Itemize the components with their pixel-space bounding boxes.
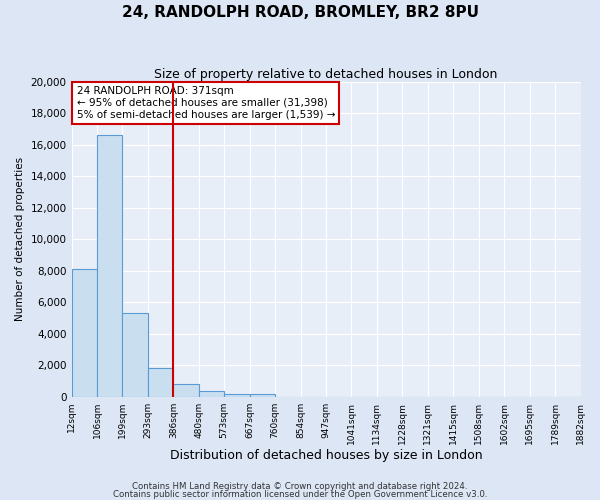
Title: Size of property relative to detached houses in London: Size of property relative to detached ho… (154, 68, 498, 80)
Text: 24 RANDOLPH ROAD: 371sqm
← 95% of detached houses are smaller (31,398)
5% of sem: 24 RANDOLPH ROAD: 371sqm ← 95% of detach… (77, 86, 335, 120)
Bar (71, 270, 97, 397)
Bar (122, 314, 148, 397)
X-axis label: Distribution of detached houses by size in London: Distribution of detached houses by size … (170, 450, 482, 462)
Text: Contains public sector information licensed under the Open Government Licence v3: Contains public sector information licen… (113, 490, 487, 499)
Bar (148, 368, 173, 397)
Text: Contains HM Land Registry data © Crown copyright and database right 2024.: Contains HM Land Registry data © Crown c… (132, 482, 468, 491)
Y-axis label: Number of detached properties: Number of detached properties (15, 158, 25, 322)
Bar (199, 392, 224, 397)
Bar (97, 136, 122, 397)
Bar (250, 394, 275, 397)
Bar (173, 384, 199, 397)
Bar (224, 394, 250, 397)
Text: 24, RANDOLPH ROAD, BROMLEY, BR2 8PU: 24, RANDOLPH ROAD, BROMLEY, BR2 8PU (121, 5, 479, 20)
